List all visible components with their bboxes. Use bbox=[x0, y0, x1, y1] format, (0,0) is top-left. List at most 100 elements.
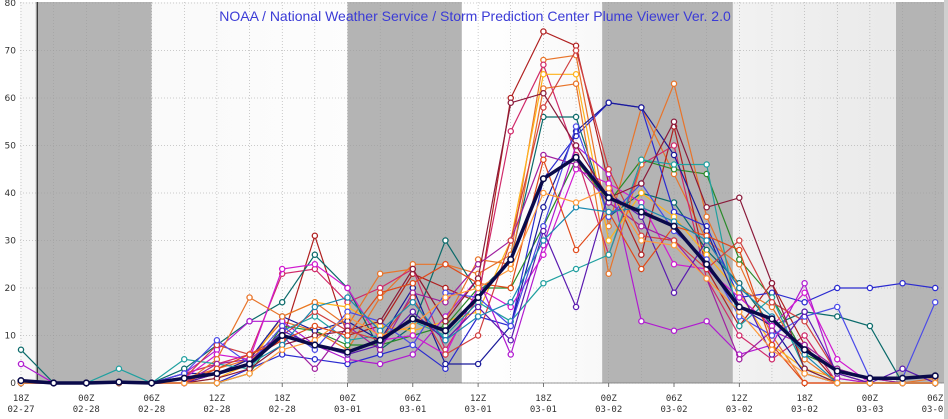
series-point-19 bbox=[442, 294, 449, 301]
series-point-11 bbox=[638, 156, 645, 163]
x-tick-hour: 06Z bbox=[143, 394, 160, 404]
series-point-19 bbox=[638, 237, 645, 244]
x-tick-hour: 12Z bbox=[209, 394, 226, 404]
series-point-11 bbox=[115, 365, 123, 372]
x-tick-date: 02-28 bbox=[203, 405, 230, 415]
series-point-19 bbox=[931, 379, 939, 387]
series-point-12 bbox=[638, 222, 645, 230]
x-tick-hour: 06Z bbox=[927, 394, 944, 404]
series-point-19 bbox=[540, 189, 547, 197]
x-axis: 18Z02-2700Z02-2806Z02-2812Z02-2818Z02-28… bbox=[7, 383, 948, 415]
series-point-17 bbox=[540, 156, 547, 163]
series-point-17 bbox=[311, 322, 319, 330]
series-point-10 bbox=[605, 270, 612, 277]
x-tick-date: 03-03 bbox=[856, 405, 883, 415]
mean-point bbox=[213, 369, 221, 378]
series-point-19 bbox=[703, 275, 710, 282]
series-point-15 bbox=[376, 317, 384, 325]
grid-lines bbox=[20, 2, 944, 384]
series-point-19 bbox=[605, 184, 612, 192]
series-point-10 bbox=[246, 294, 253, 301]
series-point-18 bbox=[311, 303, 319, 311]
series-point-16 bbox=[670, 289, 678, 296]
series-point-16 bbox=[801, 308, 808, 315]
y-tick-label: 20 bbox=[5, 284, 17, 294]
series-point-19 bbox=[670, 241, 678, 249]
series-point-18 bbox=[409, 298, 417, 306]
x-tick-hour: 12Z bbox=[470, 394, 487, 404]
series-point-8 bbox=[376, 360, 384, 368]
series-point-7 bbox=[638, 104, 645, 111]
mean-point bbox=[82, 379, 90, 387]
series-point-6 bbox=[736, 256, 743, 263]
series-point-17 bbox=[409, 279, 417, 287]
series-point-9 bbox=[834, 355, 841, 363]
series-point-11 bbox=[572, 265, 580, 273]
series-point-13 bbox=[768, 298, 776, 306]
mean-point bbox=[17, 377, 25, 385]
series-point-4 bbox=[866, 284, 874, 292]
series-point-11 bbox=[736, 322, 743, 330]
mean-point bbox=[507, 255, 515, 264]
x-tick-date: 03-01 bbox=[399, 405, 426, 415]
series-point-9 bbox=[278, 265, 286, 273]
y-tick-label: 30 bbox=[5, 237, 17, 247]
series-point-18 bbox=[507, 298, 514, 306]
series-point-3 bbox=[442, 237, 449, 244]
series-point-14 bbox=[409, 341, 417, 349]
series-point-12 bbox=[311, 365, 319, 372]
series-point-19 bbox=[768, 346, 776, 353]
series-point-13 bbox=[442, 351, 449, 358]
series-point-14 bbox=[507, 322, 514, 330]
y-tick-label: 40 bbox=[5, 189, 17, 199]
series-point-16 bbox=[572, 303, 580, 311]
x-tick-hour: 18Z bbox=[13, 394, 30, 404]
night-band-0 bbox=[35, 2, 152, 383]
series-point-18 bbox=[703, 237, 710, 244]
series-point-17 bbox=[344, 332, 351, 339]
mean-point bbox=[148, 379, 156, 387]
series-point-19 bbox=[834, 379, 841, 387]
x-tick-hour: 12Z bbox=[731, 394, 748, 404]
series-point-4 bbox=[931, 284, 939, 292]
y-tick-label: 0 bbox=[10, 379, 16, 389]
series-point-16 bbox=[540, 227, 547, 235]
series-point-13 bbox=[507, 237, 514, 244]
night-band-3 bbox=[896, 2, 944, 383]
series-point-13 bbox=[736, 237, 743, 244]
series-point-15 bbox=[507, 99, 514, 107]
series-point-5 bbox=[540, 71, 547, 78]
series-point-17 bbox=[442, 260, 449, 268]
series-point-19 bbox=[572, 199, 580, 206]
series-point-15 bbox=[540, 90, 547, 97]
series-point-15 bbox=[572, 142, 580, 149]
series-point-18 bbox=[736, 284, 743, 292]
series-point-18 bbox=[344, 294, 351, 301]
series-point-8 bbox=[638, 317, 645, 325]
mean-point bbox=[441, 327, 450, 335]
mean-point bbox=[409, 315, 417, 323]
x-tick-hour: 18Z bbox=[796, 394, 813, 404]
series-point-11 bbox=[703, 161, 710, 168]
series-point-8 bbox=[409, 351, 417, 358]
series-point-19 bbox=[409, 322, 417, 330]
series-point-15 bbox=[768, 279, 776, 287]
x-tick-date: 02-28 bbox=[73, 405, 100, 415]
series-point-10 bbox=[703, 213, 710, 220]
series-point-8 bbox=[801, 279, 808, 287]
chart-title: NOAA / National Weather Service / Storm … bbox=[219, 8, 731, 24]
x-tick-hour: 06Z bbox=[405, 394, 422, 404]
series-point-11 bbox=[670, 161, 678, 168]
series-point-4 bbox=[311, 355, 319, 363]
series-point-14 bbox=[768, 332, 776, 339]
series-point-2 bbox=[801, 332, 808, 339]
series-point-17 bbox=[572, 246, 580, 254]
y-tick-label: 50 bbox=[5, 142, 17, 152]
series-point-10 bbox=[670, 80, 678, 88]
series-point-4 bbox=[899, 279, 906, 287]
series-point-16 bbox=[899, 365, 906, 372]
mean-point bbox=[343, 348, 352, 356]
series-point-17 bbox=[507, 284, 514, 292]
series-point-8 bbox=[246, 317, 253, 325]
